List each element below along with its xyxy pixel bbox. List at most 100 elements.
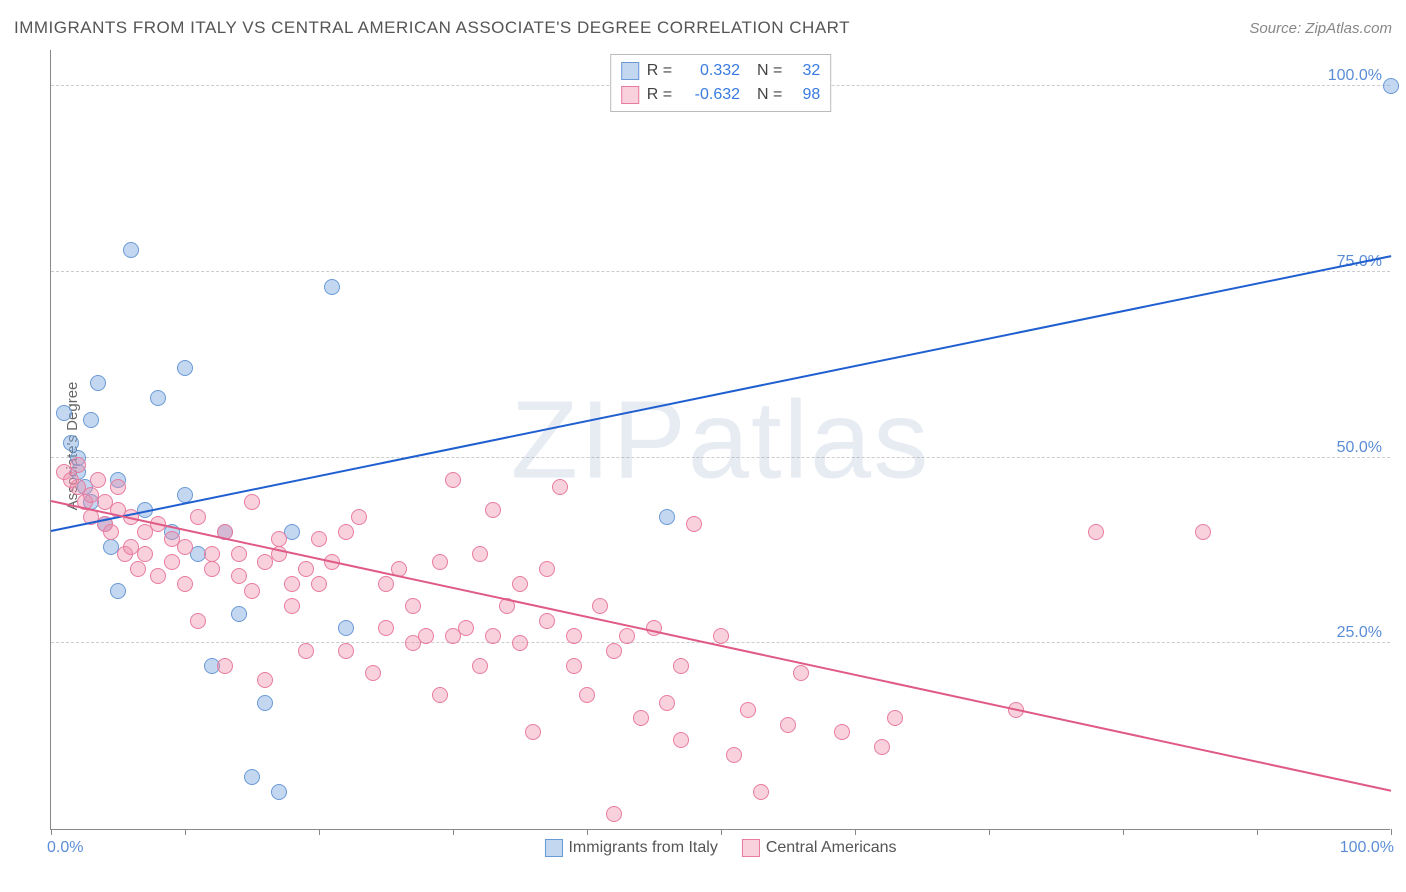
data-point: [56, 405, 72, 421]
data-point: [298, 643, 314, 659]
data-point: [150, 390, 166, 406]
data-point: [740, 702, 756, 718]
data-point: [566, 658, 582, 674]
data-point: [1088, 524, 1104, 540]
data-point: [298, 561, 314, 577]
data-point: [137, 546, 153, 562]
data-point: [378, 620, 394, 636]
data-point: [90, 375, 106, 391]
data-point: [753, 784, 769, 800]
data-point: [284, 598, 300, 614]
data-point: [525, 724, 541, 740]
data-point: [324, 279, 340, 295]
legend-item-1: Immigrants from Italy: [544, 839, 717, 857]
x-tick: [855, 829, 856, 835]
data-point: [726, 747, 742, 763]
data-point: [164, 554, 180, 570]
data-point: [673, 658, 689, 674]
legend-swatch-2: [742, 839, 760, 857]
data-point: [190, 509, 206, 525]
data-point: [512, 576, 528, 592]
gridline: [51, 271, 1390, 272]
data-point: [1383, 78, 1399, 94]
source-name: ZipAtlas.com: [1305, 20, 1392, 37]
data-point: [405, 598, 421, 614]
x-tick: [1257, 829, 1258, 835]
data-point: [874, 739, 890, 755]
data-point: [204, 561, 220, 577]
x-tick: [1123, 829, 1124, 835]
data-point: [633, 710, 649, 726]
watermark-bold: ZIP: [511, 378, 688, 501]
data-point: [432, 554, 448, 570]
legend-row-series-1: R = 0.332 N = 32: [621, 59, 821, 83]
data-point: [257, 672, 273, 688]
data-point: [83, 412, 99, 428]
swatch-series-1: [621, 62, 639, 80]
data-point: [338, 643, 354, 659]
data-point: [110, 479, 126, 495]
data-point: [311, 531, 327, 547]
data-point: [190, 613, 206, 629]
legend-swatch-1: [544, 839, 562, 857]
trend-line: [51, 500, 1391, 792]
data-point: [311, 576, 327, 592]
data-point: [1195, 524, 1211, 540]
y-tick-label: 25.0%: [1337, 624, 1382, 642]
data-point: [485, 628, 501, 644]
data-point: [63, 435, 79, 451]
gridline: [51, 457, 1390, 458]
data-point: [177, 539, 193, 555]
data-point: [485, 502, 501, 518]
data-point: [793, 665, 809, 681]
data-point: [539, 613, 555, 629]
legend-r-value-2: -0.632: [680, 86, 740, 104]
data-point: [244, 583, 260, 599]
data-point: [231, 606, 247, 622]
watermark: ZIPatlas: [511, 376, 930, 503]
correlation-legend: R = 0.332 N = 32 R = -0.632 N = 98: [610, 54, 832, 112]
legend-r-value-1: 0.332: [680, 62, 740, 80]
x-tick: [587, 829, 588, 835]
legend-row-series-2: R = -0.632 N = 98: [621, 83, 821, 107]
data-point: [458, 620, 474, 636]
data-point: [659, 695, 675, 711]
data-point: [552, 479, 568, 495]
data-point: [110, 583, 126, 599]
data-point: [365, 665, 381, 681]
data-point: [512, 635, 528, 651]
x-tick: [989, 829, 990, 835]
legend-item-2: Central Americans: [742, 839, 897, 857]
data-point: [70, 457, 86, 473]
data-point: [177, 360, 193, 376]
data-point: [713, 628, 729, 644]
data-point: [204, 546, 220, 562]
data-point: [592, 598, 608, 614]
scatter-plot-area: ZIPatlas R = 0.332 N = 32 R = -0.632 N =…: [50, 50, 1390, 830]
data-point: [539, 561, 555, 577]
x-tick: [721, 829, 722, 835]
chart-header: IMMIGRANTS FROM ITALY VS CENTRAL AMERICA…: [14, 18, 1392, 38]
data-point: [103, 524, 119, 540]
y-tick-label: 100.0%: [1328, 67, 1382, 85]
data-point: [472, 658, 488, 674]
data-point: [351, 509, 367, 525]
data-point: [90, 472, 106, 488]
legend-label-1: Immigrants from Italy: [568, 839, 717, 857]
data-point: [338, 620, 354, 636]
data-point: [231, 568, 247, 584]
data-point: [338, 524, 354, 540]
data-point: [257, 695, 273, 711]
data-point: [619, 628, 635, 644]
data-point: [271, 784, 287, 800]
data-point: [472, 546, 488, 562]
x-tick: [319, 829, 320, 835]
x-tick: [51, 829, 52, 835]
legend-n-label-1: N =: [748, 62, 782, 80]
data-point: [150, 568, 166, 584]
y-tick-label: 50.0%: [1337, 439, 1382, 457]
legend-n-value-2: 98: [790, 86, 820, 104]
data-point: [231, 546, 247, 562]
x-axis-min-label: 0.0%: [47, 839, 83, 857]
source-attribution: Source: ZipAtlas.com: [1249, 20, 1392, 37]
